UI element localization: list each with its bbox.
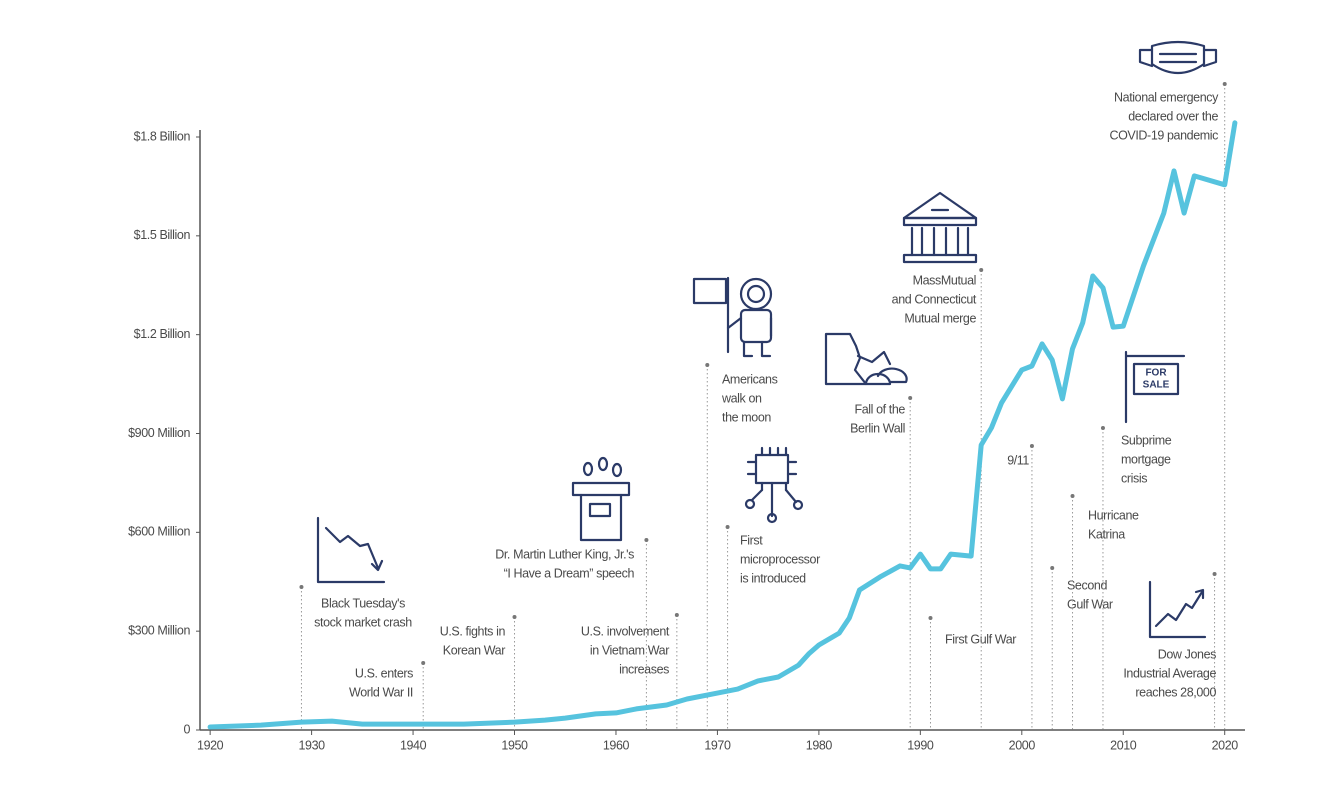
annotation-text: reaches 28,000 (1135, 685, 1216, 699)
annotation-dot (928, 616, 933, 620)
annotation-text: is introduced (740, 571, 806, 585)
annotation-dot (725, 525, 730, 529)
annotation-dot (644, 538, 649, 542)
annotation-text: in Vietnam War (590, 643, 669, 657)
annotation-text: declared over the (1128, 109, 1218, 123)
annotation-text: U.S. enters (355, 666, 413, 680)
annotation-dot (979, 268, 984, 272)
annotation-dot (299, 585, 304, 589)
annotation-dot (1222, 82, 1227, 86)
annotation-text: Subprime (1121, 433, 1172, 447)
podium-icon (571, 456, 631, 542)
annotation-text: “I Have a Dream” speech (504, 566, 635, 580)
rising-chart-icon (1148, 580, 1207, 639)
chip-icon (744, 446, 804, 524)
annotation-text: stock market crash (314, 615, 412, 629)
annotation-dot (512, 615, 517, 619)
annotation-dot (674, 613, 679, 617)
x-tick-label: 2010 (1110, 738, 1137, 752)
annotation-text: National emergency (1114, 90, 1219, 104)
annotation-text: Katrina (1088, 527, 1125, 541)
x-tick-label: 2020 (1212, 738, 1239, 752)
annotation-text: Berlin Wall (850, 421, 905, 435)
annotation-dot (1212, 572, 1217, 576)
annotation-text: Mutual merge (904, 311, 976, 325)
annotation-text: microprocessor (740, 552, 820, 566)
annotation-dot (1070, 494, 1075, 498)
annotation-text: Hurricane (1088, 508, 1139, 522)
y-tick-label: $600 Million (128, 525, 190, 539)
wall-icon (824, 332, 908, 386)
mask-icon (1138, 40, 1218, 75)
astronaut-icon (692, 276, 773, 358)
annotation-dot (1050, 566, 1055, 570)
annotation-dot (1100, 426, 1105, 430)
for-sale-text: FOR (1145, 368, 1167, 379)
annotation-text: the moon (722, 410, 771, 424)
annotation-text: Fall of the (855, 402, 906, 416)
x-tick-label: 1990 (907, 738, 934, 752)
annotation-text: Dow Jones (1158, 647, 1216, 661)
y-tick-label: $1.2 Billion (134, 327, 191, 341)
annotation-text: U.S. fights in (440, 624, 506, 638)
annotation-text: Industrial Average (1123, 666, 1216, 680)
annotation-text: crisis (1121, 471, 1147, 485)
annotation-text: Second (1067, 578, 1107, 592)
y-tick-label: $1.8 Billion (134, 129, 191, 143)
x-tick-label: 1970 (704, 738, 731, 752)
x-tick-label: 1950 (501, 738, 528, 752)
annotation-text: Korean War (443, 643, 505, 657)
annotation-text: Dr. Martin Luther King, Jr.'s (495, 547, 634, 561)
annotation-text: walk on (721, 391, 762, 405)
annotation-text: COVID-19 pandemic (1109, 128, 1218, 142)
bank-icon (902, 191, 978, 264)
annotation-text: Americans (722, 372, 778, 386)
for-sale-icon (1124, 350, 1186, 424)
x-tick-label: 1920 (197, 738, 224, 752)
y-tick-label: $1.5 Billion (134, 228, 191, 242)
annotation-dot (1029, 444, 1034, 448)
for-sale-text: SALE (1143, 380, 1170, 391)
annotation-text: MassMutual (913, 273, 976, 287)
annotation-text: Gulf War (1067, 597, 1113, 611)
crash-icon (316, 516, 386, 584)
x-tick-label: 1980 (806, 738, 833, 752)
x-tick-label: 1940 (400, 738, 427, 752)
annotation-text: First (740, 533, 763, 547)
annotation-dot (908, 396, 913, 400)
y-tick-label: 0 (183, 722, 190, 736)
annotation-text: and Connecticut (892, 292, 977, 306)
annotation-text: First Gulf War (945, 632, 1016, 646)
x-tick-label: 1930 (298, 738, 325, 752)
annotation-dot (421, 661, 426, 665)
annotation-text: mortgage (1121, 452, 1171, 466)
annotation-text: increases (619, 662, 669, 676)
y-tick-label: $300 Million (128, 623, 190, 637)
series-line (207, 120, 1238, 730)
annotation-text: Black Tuesday's (321, 596, 405, 610)
annotation-text: World War II (349, 685, 413, 699)
x-tick-label: 1960 (603, 738, 630, 752)
annotation-dot (705, 363, 710, 367)
annotation-text: 9/11 (1007, 453, 1029, 467)
y-tick-label: $900 Million (128, 426, 190, 440)
icons (316, 40, 1218, 639)
annotation-text: U.S. involvement (581, 624, 670, 638)
x-tick-label: 2000 (1009, 738, 1036, 752)
